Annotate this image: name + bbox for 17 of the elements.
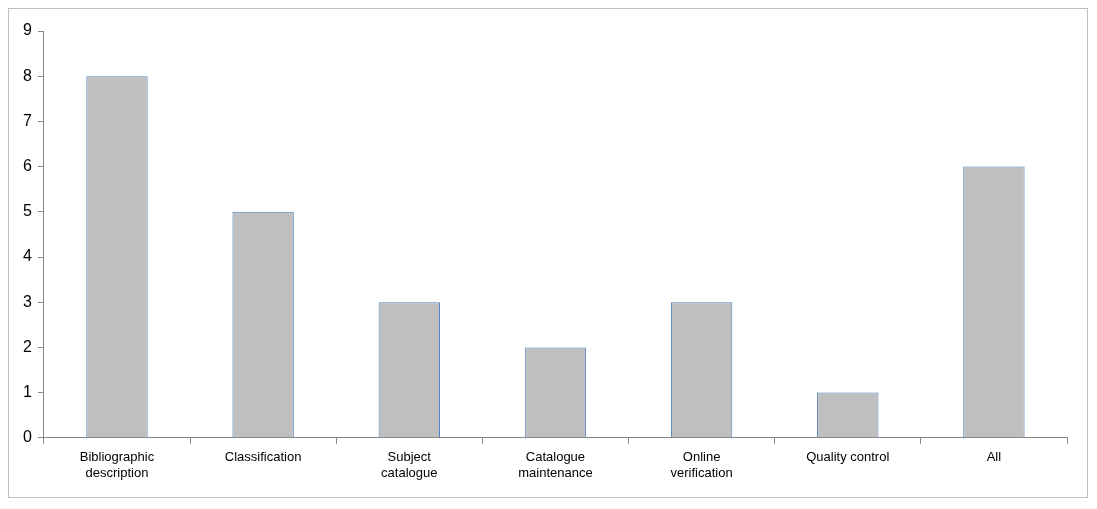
y-tick-label: 3 <box>22 292 32 310</box>
y-tick-label: 0 <box>22 428 32 446</box>
y-tick-label: 1 <box>22 383 32 401</box>
x-tick-label: Online verification <box>670 449 733 480</box>
x-tick-label: Classification <box>224 449 302 465</box>
y-tick-label: 2 <box>22 337 32 355</box>
y-tick-label: 6 <box>22 157 32 175</box>
y-tick-label: 9 <box>22 21 32 39</box>
y-tick-label: 7 <box>22 111 32 129</box>
y-tick-label: 4 <box>22 247 32 265</box>
x-tick-label: Quality control <box>806 449 890 465</box>
y-tick-label: 5 <box>22 202 32 220</box>
x-tick-label: Catalogue maintenance <box>518 449 593 480</box>
x-tick-label: Bibliographic description <box>79 449 155 480</box>
x-tick-label: All <box>986 449 1002 465</box>
x-tick-label: Subject catalogue <box>381 449 438 480</box>
y-tick-label: 8 <box>22 66 32 84</box>
